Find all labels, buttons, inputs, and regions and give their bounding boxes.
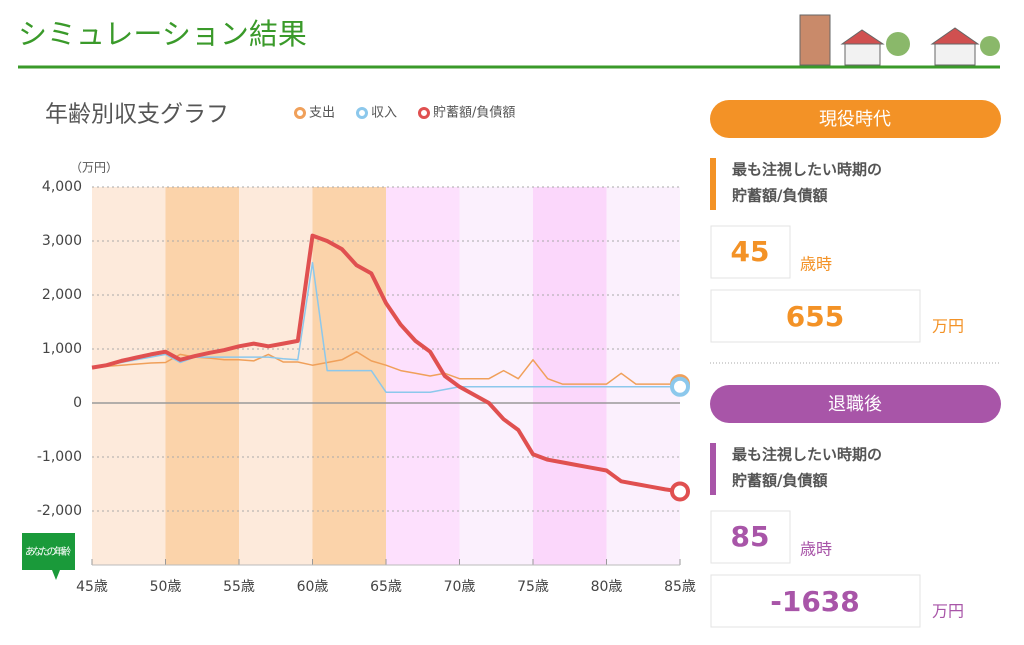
age-unit: 歳時 <box>800 540 832 559</box>
age-value: 85 <box>731 520 770 553</box>
x-tick-label: 45歳 <box>76 579 108 595</box>
x-tick-label: 50歳 <box>150 579 182 595</box>
amount-box <box>710 289 921 343</box>
caption: 最も注視したい時期の <box>732 161 882 179</box>
end-marker <box>670 481 690 502</box>
age-band <box>533 187 607 565</box>
x-tick-label: 70歳 <box>444 579 476 595</box>
age-band <box>459 187 533 565</box>
end-marker <box>670 376 690 397</box>
houses <box>799 14 1000 66</box>
amount-value: -1638 <box>770 585 860 618</box>
age-band <box>386 187 460 565</box>
age-band <box>165 187 239 565</box>
x-tick-label: 85歳 <box>664 579 696 595</box>
y-tick-label: 2,000 <box>42 287 82 303</box>
amount-unit: 万円 <box>932 602 964 621</box>
page-title: シミュレーション結果 <box>18 17 307 51</box>
marker-bubble <box>22 533 75 580</box>
x-tick-label: 55歳 <box>223 579 255 595</box>
y-tick-label: 3,000 <box>42 233 82 249</box>
age-value: 45 <box>731 235 770 268</box>
age-band <box>92 187 166 565</box>
panel-title: 現役時代 <box>819 109 891 130</box>
amount-unit: 万円 <box>932 317 964 336</box>
legend-swatch <box>294 107 306 119</box>
age-band <box>239 187 313 565</box>
caption-bar <box>710 443 716 495</box>
y-tick-label: 0 <box>73 395 82 411</box>
age-bands <box>92 187 680 565</box>
legend-swatch <box>356 107 368 119</box>
age-box <box>710 510 791 564</box>
x-tick-label: 65歳 <box>370 579 402 595</box>
x-tick-label: 75歳 <box>517 579 549 595</box>
caption: 貯蓄額/負債額 <box>732 472 827 490</box>
panel-pill <box>710 385 1001 423</box>
marker-label: あなたの年齢 <box>25 545 71 558</box>
series-line <box>91 233 681 494</box>
amount-box <box>710 574 921 628</box>
legend-label: 貯蓄額/負債額 <box>433 106 515 121</box>
caption: 貯蓄額/負債額 <box>732 187 827 205</box>
amount-value: 655 <box>786 300 844 333</box>
x-tick-label: 60歳 <box>297 579 329 595</box>
age-marker: あなたの年齢 <box>22 533 75 580</box>
legend-swatch <box>418 107 430 119</box>
y-tick-label: 4,000 <box>42 179 82 195</box>
caption: 最も注視したい時期の <box>732 446 882 464</box>
age-box <box>710 225 791 279</box>
chart-title: 年齢別収支グラフ <box>45 102 229 128</box>
age-band <box>312 187 386 565</box>
legend-label: 支出 <box>309 106 335 121</box>
panel-title: 退職後 <box>828 394 882 415</box>
caption-bar <box>710 158 716 210</box>
panel-pill <box>710 100 1001 138</box>
y-tick-label: 1,000 <box>42 341 82 357</box>
y-tick-label: -1,000 <box>37 449 82 465</box>
y-tick-label: -2,000 <box>37 503 82 519</box>
age-unit: 歳時 <box>800 255 832 274</box>
y-unit: （万円） <box>70 161 118 175</box>
legend-label: 収入 <box>371 106 397 121</box>
x-tick-label: 80歳 <box>591 579 623 595</box>
